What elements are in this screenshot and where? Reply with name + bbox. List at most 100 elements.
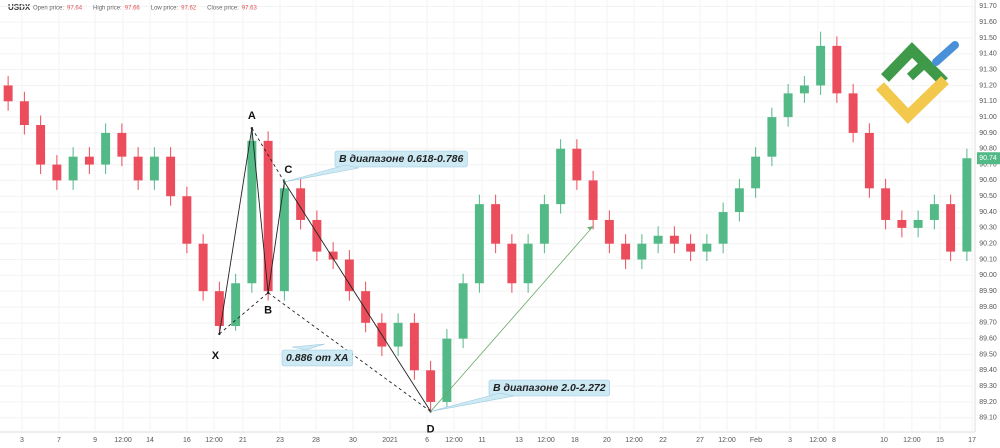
candle-body [166,156,176,197]
candle-body [556,148,566,205]
symbol: USDX [8,3,31,12]
candle-body [816,45,826,86]
candle-body [296,188,306,220]
x-tick-label: 17 [968,437,976,444]
x-tick-label: 9 [93,437,97,444]
logo-green [881,42,948,86]
x-tick-label: 8 [832,437,836,444]
header-value: 97.63 [242,6,258,12]
x-tick-label: 12:00 [205,437,223,444]
candle-body [19,101,29,126]
candle-body [848,93,858,133]
candle-body [637,243,647,260]
header-label: Low price: [151,6,179,12]
x-tick-label: 16 [183,437,191,444]
y-tick-label: 89.10 [979,415,997,422]
candle-body [783,93,793,118]
y-tick-label: 90.60 [979,177,997,184]
candle-body [799,85,809,94]
candle-body [247,140,257,284]
candle-body [702,243,712,252]
x-tick-label: 20 [603,437,611,444]
candle-body [572,148,582,181]
y-tick-label: 90.00 [979,272,997,279]
last-price-tag [977,152,1000,165]
x-tick-label: 12:00 [809,437,827,444]
last-price-label: 90.74 [979,155,997,162]
x-tick-label: 10 [880,437,888,444]
x-tick-label: 30 [349,437,357,444]
pattern-point-label: B [264,305,272,317]
pattern-point [266,291,270,294]
candle-body [881,188,891,220]
candle-body [864,132,874,189]
candle-body [669,235,679,244]
candle-body [68,156,78,181]
candle-body [149,156,159,181]
x-tick-label: 23 [276,437,284,444]
pattern-point [250,126,254,130]
candle-body [263,140,273,292]
logo [875,41,959,124]
y-tick-label: 89.50 [979,351,997,358]
candle-body [344,259,354,292]
y-tick-label: 89.60 [979,335,997,342]
candle-body [653,235,663,244]
pattern-line [283,181,432,412]
candle-body [588,180,598,220]
candle-body [182,196,192,244]
pattern-point [218,332,221,336]
annotation-text: 0.886 от XA [286,352,348,364]
header-label: High price: [93,6,122,12]
y-tick-label: 90.20 [979,241,997,248]
x-tick-label: 12:00 [625,437,643,444]
annotation-box [281,349,353,367]
candle-body [491,204,501,244]
candle-body [751,156,761,189]
y-tick-label: 91.20 [979,82,997,89]
x-tick-label: 22 [659,437,667,444]
pattern-line [267,181,285,293]
x-tick-label: 18 [571,437,579,444]
y-tick-label: 91.30 [979,66,997,73]
y-tick-label: 91.00 [979,114,997,121]
y-tick-label: 91.70 [979,3,997,10]
y-tick-label: 90.80 [979,146,997,153]
logo-blue [932,41,959,66]
y-tick-label: 91.10 [979,98,997,105]
pattern-dashed-line [219,292,269,335]
header-value: 97.64 [67,6,83,12]
y-tick-label: 90.50 [979,193,997,200]
pattern-line [251,128,269,293]
x-tick-label: 3 [20,437,24,444]
annotation-leader [430,392,515,412]
candle-body [409,322,419,371]
y-tick-label: 91.40 [979,51,997,58]
x-tick-label: 12:00 [903,437,921,444]
x-tick-label: 3 [788,437,792,444]
candle-body [539,204,549,244]
candle-body [393,322,403,347]
candle-body [767,117,777,157]
y-tick-label: 89.40 [979,367,997,374]
annotation-box [488,379,610,397]
pattern-point-label: D [427,423,435,435]
projection-arrow-head [587,226,594,231]
candle-body [84,156,94,165]
candle-body [474,204,484,284]
y-tick-label: 90.30 [979,225,997,232]
x-tick-label: 12:00 [114,437,132,444]
x-tick-label: 13 [515,437,523,444]
candle-body [312,219,322,252]
header-label: Open price: [33,6,64,12]
annotation-text: В диапазоне 2.0-2.272 [493,382,606,394]
candle-body [604,219,614,244]
candle-body [523,243,533,284]
candle-body [214,291,224,326]
annotation-leader [284,164,360,183]
candle-body [962,158,972,252]
candle-body [442,338,452,402]
x-tick-label: 14 [146,437,154,444]
candle-body [458,283,468,339]
y-tick-label: 90.40 [979,209,997,216]
